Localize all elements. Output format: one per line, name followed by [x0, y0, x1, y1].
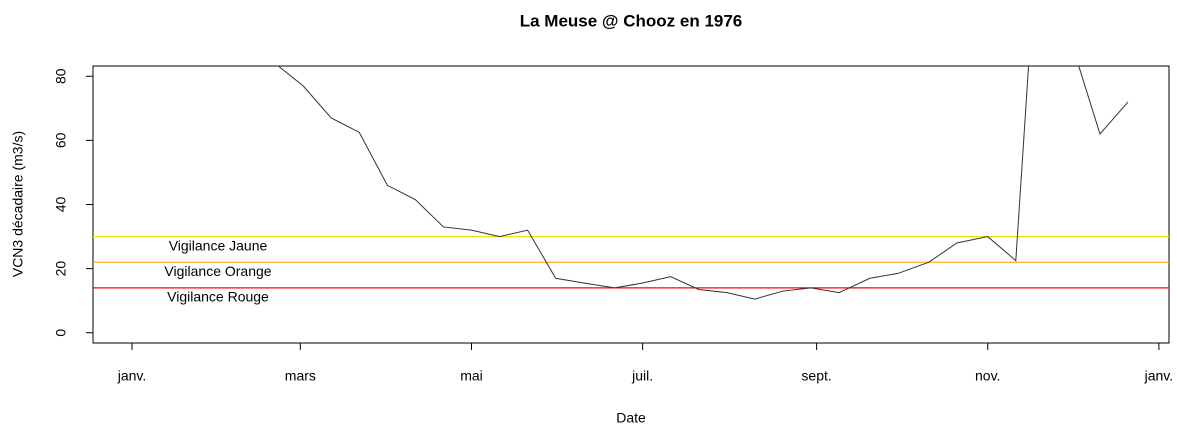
threshold-label: Vigilance Rouge: [167, 289, 269, 305]
x-tick-label: janv.: [117, 368, 147, 384]
y-tick-label: 20: [53, 261, 69, 277]
chart-title: La Meuse @ Chooz en 1976: [520, 11, 743, 30]
x-tick-label: mai: [460, 368, 483, 384]
x-tick-label: mars: [285, 368, 316, 384]
y-tick-label: 80: [53, 68, 69, 84]
threshold-label: Vigilance Orange: [164, 263, 271, 279]
x-tick-label: sept.: [801, 368, 831, 384]
data-line: [277, 66, 1129, 300]
x-tick-label: juil.: [631, 368, 653, 384]
threshold-label: Vigilance Jaune: [169, 237, 268, 253]
x-axis-label: Date: [616, 410, 646, 426]
y-tick-label: 60: [53, 132, 69, 148]
y-tick-label: 40: [53, 197, 69, 213]
y-tick-label: 0: [53, 329, 69, 337]
x-tick-label: janv.: [1144, 368, 1174, 384]
y-axis-label: VCN3 décadaire (m3/s): [10, 131, 26, 277]
x-tick-label: nov.: [975, 368, 1000, 384]
